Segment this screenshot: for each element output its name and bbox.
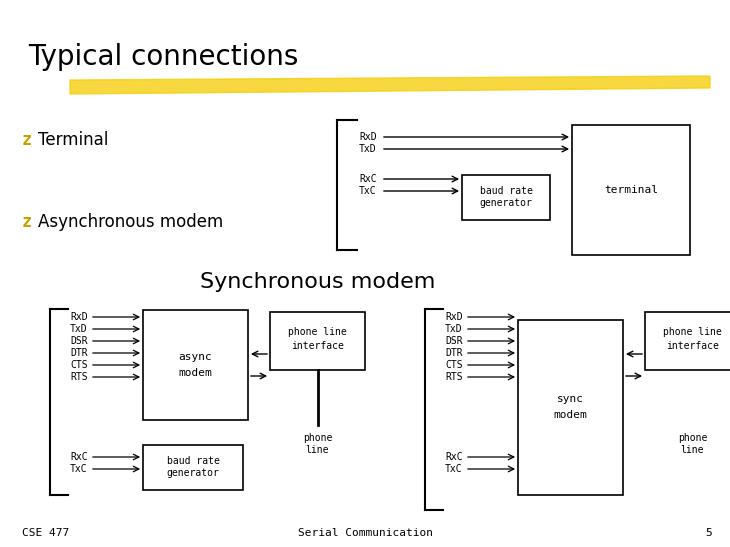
Bar (462, 175, 550, 220)
Text: modem: modem (179, 368, 212, 378)
Text: sync: sync (557, 394, 584, 404)
Text: RTS: RTS (445, 372, 463, 382)
Text: RxC: RxC (445, 452, 463, 462)
Text: Serial Communication: Serial Communication (298, 528, 432, 538)
Text: TxC: TxC (70, 464, 88, 474)
Text: Typical connections: Typical connections (28, 43, 299, 71)
Text: TxD: TxD (359, 144, 377, 154)
Text: DSR: DSR (70, 336, 88, 346)
Text: baud rate: baud rate (166, 456, 220, 465)
Text: RTS: RTS (70, 372, 88, 382)
Text: z: z (22, 213, 32, 231)
Text: CTS: CTS (70, 360, 88, 370)
Text: z: z (22, 131, 32, 149)
Bar (518, 320, 623, 495)
Text: TxD: TxD (70, 324, 88, 334)
Text: Synchronous modem: Synchronous modem (200, 272, 435, 292)
Text: async: async (179, 352, 212, 362)
Text: RxD: RxD (445, 312, 463, 322)
Text: RxD: RxD (70, 312, 88, 322)
Bar (143, 310, 248, 420)
Text: phone line: phone line (288, 327, 347, 337)
Text: DTR: DTR (445, 348, 463, 358)
Bar (143, 445, 243, 490)
Text: RxD: RxD (359, 132, 377, 142)
Text: phone: phone (678, 433, 707, 443)
Text: interface: interface (291, 341, 344, 351)
Text: line: line (681, 445, 704, 455)
Text: DSR: DSR (445, 336, 463, 346)
Text: Asynchronous modem: Asynchronous modem (38, 213, 223, 231)
Text: generator: generator (480, 197, 532, 207)
Text: DTR: DTR (70, 348, 88, 358)
Text: phone line: phone line (663, 327, 722, 337)
Text: RxC: RxC (70, 452, 88, 462)
Text: generator: generator (166, 468, 220, 478)
Text: phone: phone (303, 433, 332, 443)
Text: Terminal: Terminal (38, 131, 108, 149)
Text: RxC: RxC (359, 174, 377, 184)
Polygon shape (70, 76, 710, 94)
Text: baud rate: baud rate (480, 185, 532, 195)
Text: terminal: terminal (604, 185, 658, 195)
Text: TxC: TxC (445, 464, 463, 474)
Bar (645, 312, 730, 370)
Text: TxD: TxD (445, 324, 463, 334)
Text: TxC: TxC (359, 186, 377, 196)
Text: interface: interface (666, 341, 719, 351)
Text: CTS: CTS (445, 360, 463, 370)
Bar (572, 125, 690, 255)
Text: 5: 5 (705, 528, 712, 538)
Text: line: line (306, 445, 329, 455)
Text: modem: modem (553, 410, 588, 421)
Text: CSE 477: CSE 477 (22, 528, 69, 538)
Bar (270, 312, 365, 370)
